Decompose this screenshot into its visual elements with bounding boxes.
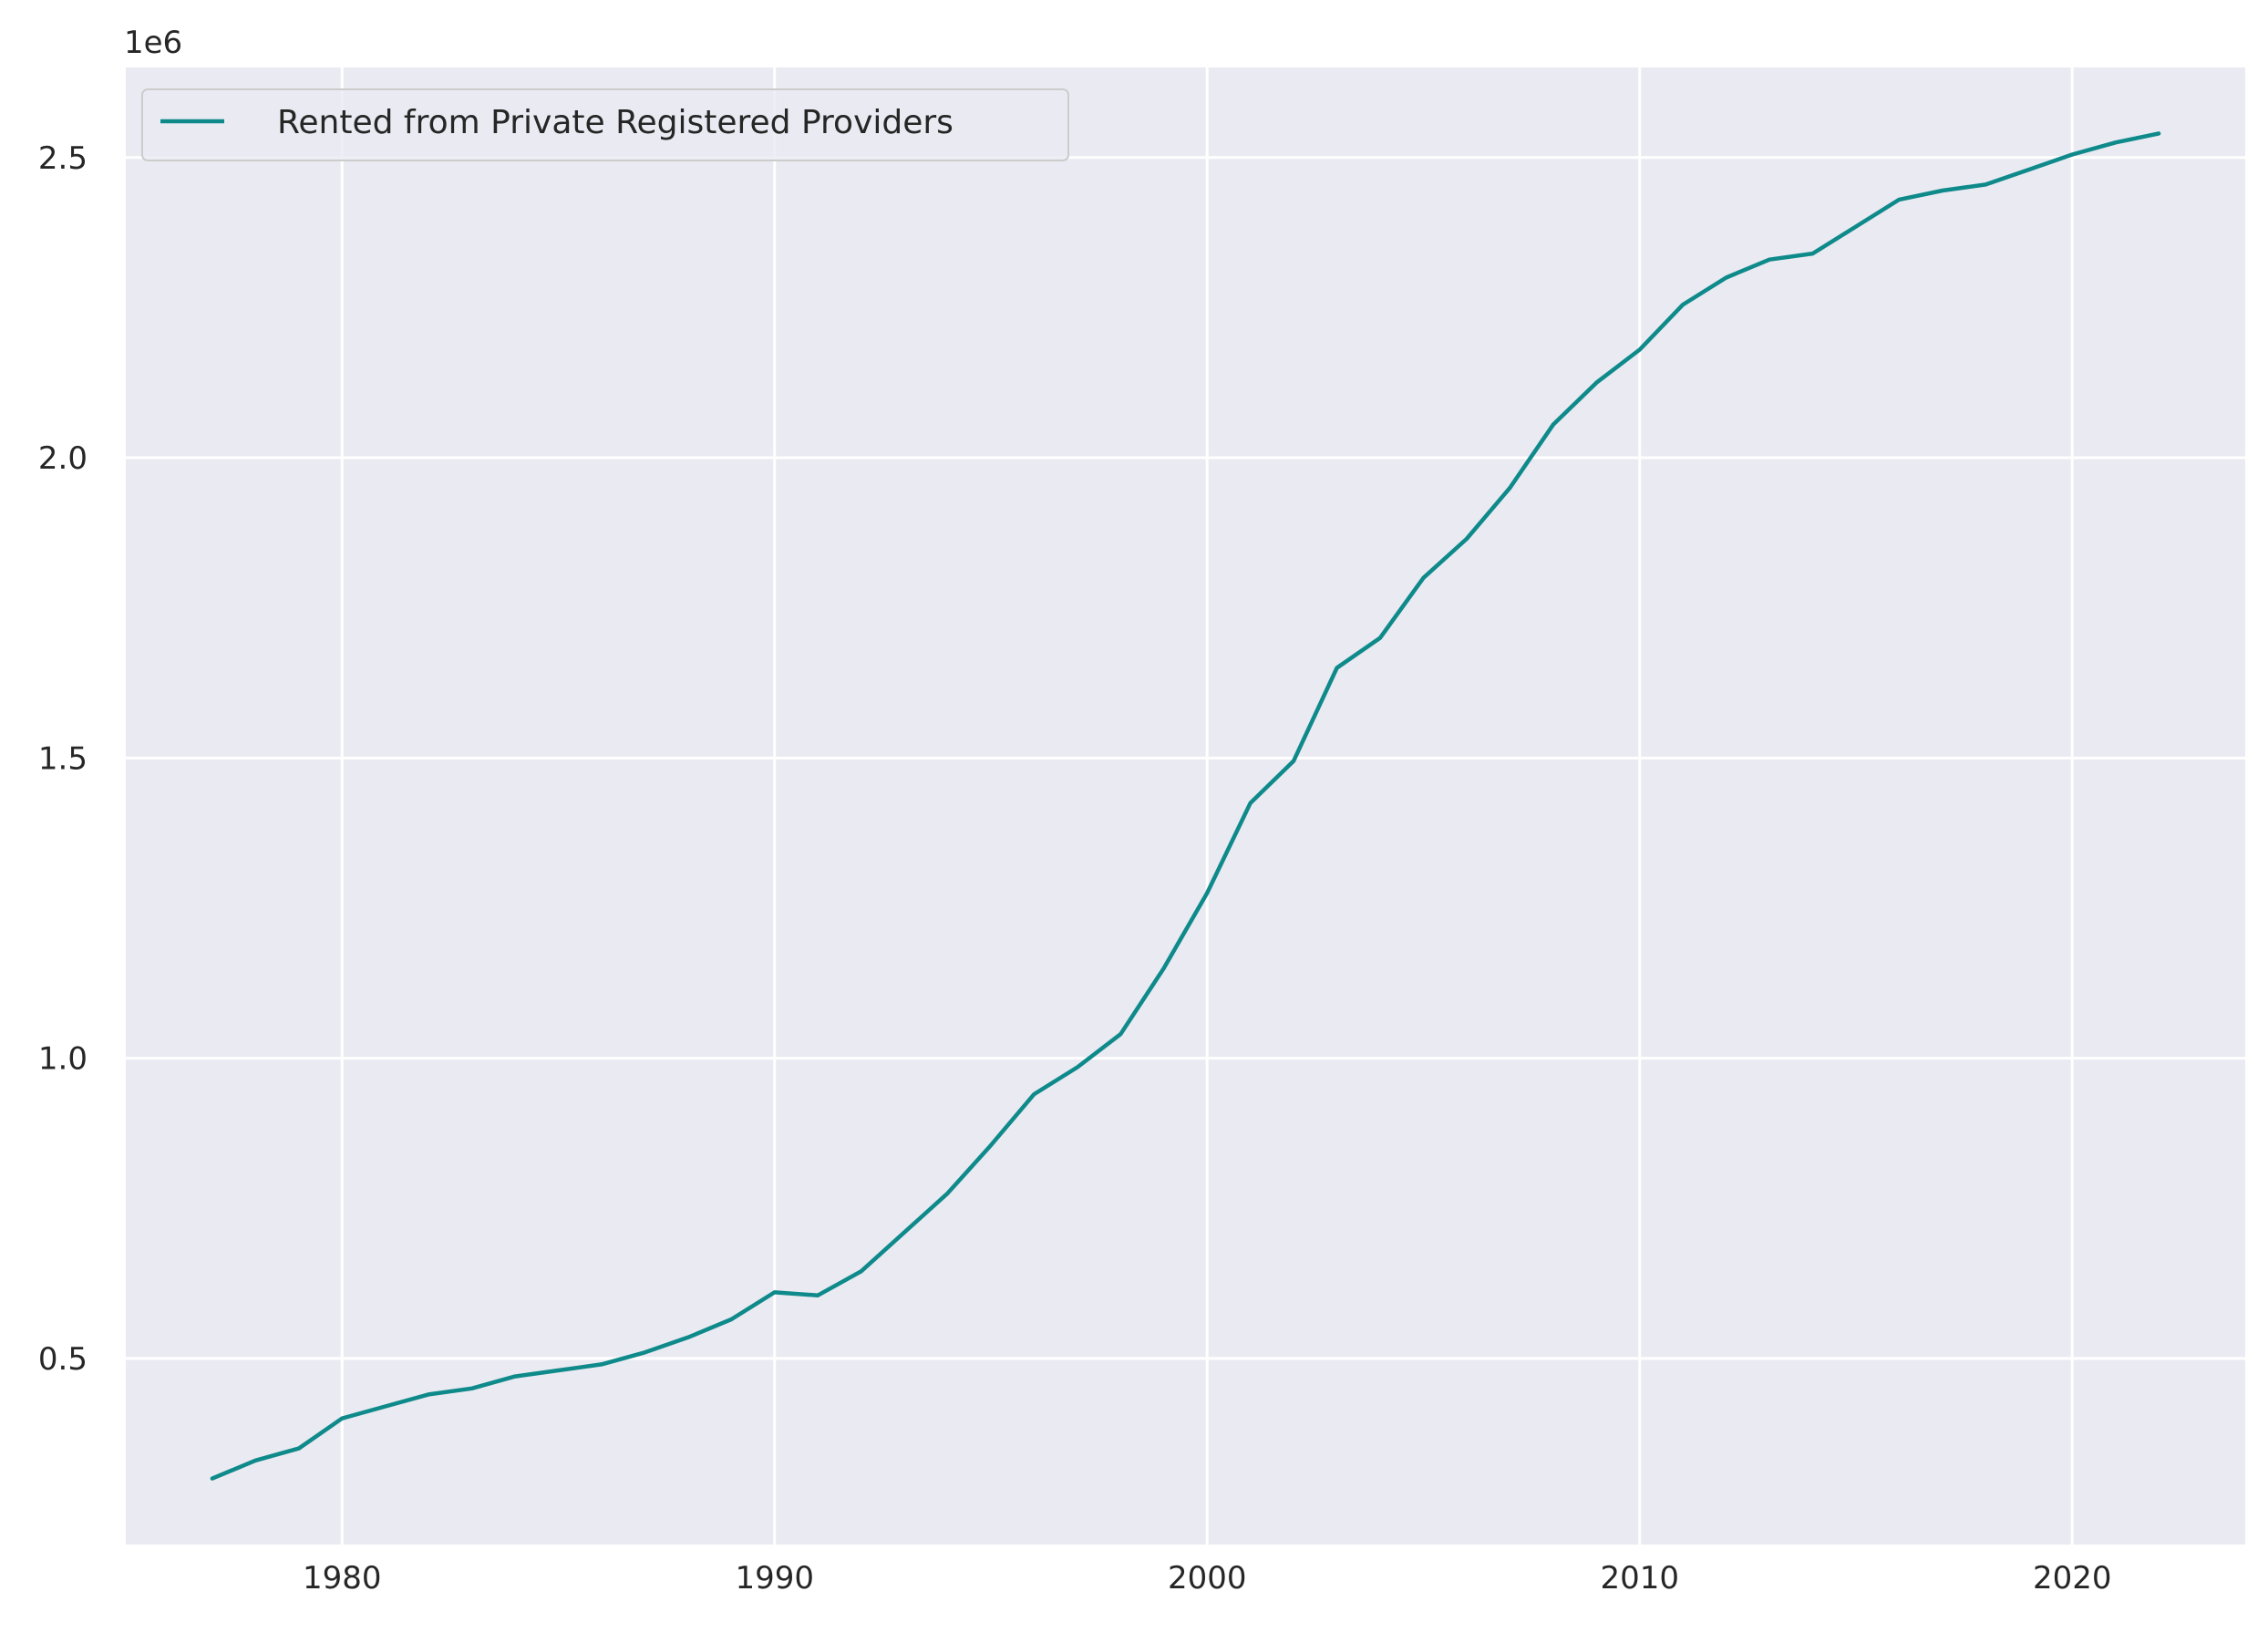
- y-tick-label: 1.5: [38, 740, 88, 777]
- legend-box: [141, 88, 1069, 161]
- x-gridlines: [340, 67, 2074, 1545]
- x-tick-label: 2000: [1168, 1560, 1247, 1596]
- y-tick-label: 2.5: [38, 140, 88, 177]
- x-tick-label: 1980: [303, 1560, 382, 1596]
- y-tick-label: 1.0: [38, 1041, 88, 1078]
- y-tick-label: 0.5: [38, 1341, 88, 1378]
- legend: Rented from Private Registered Providers: [141, 88, 1069, 161]
- legend-label: Rented from Private Registered Providers: [277, 104, 954, 141]
- x-tick-label: 2010: [1600, 1560, 1679, 1596]
- x-tick-label: 2020: [2033, 1560, 2112, 1596]
- series-lines: [210, 131, 2161, 1481]
- series-line: [210, 131, 2161, 1481]
- plot-area: [126, 67, 2245, 1545]
- x-axis-tick-labels: 1980 1990 2000 2010 2020: [303, 1560, 2111, 1596]
- x-tick-label: 1990: [735, 1560, 814, 1596]
- y-axis-offset-label: 1e6: [124, 25, 182, 61]
- y-axis-tick-labels: 0.5 1.0 1.5 2.0 2.5: [38, 140, 88, 1378]
- y-tick-label: 2.0: [38, 440, 88, 477]
